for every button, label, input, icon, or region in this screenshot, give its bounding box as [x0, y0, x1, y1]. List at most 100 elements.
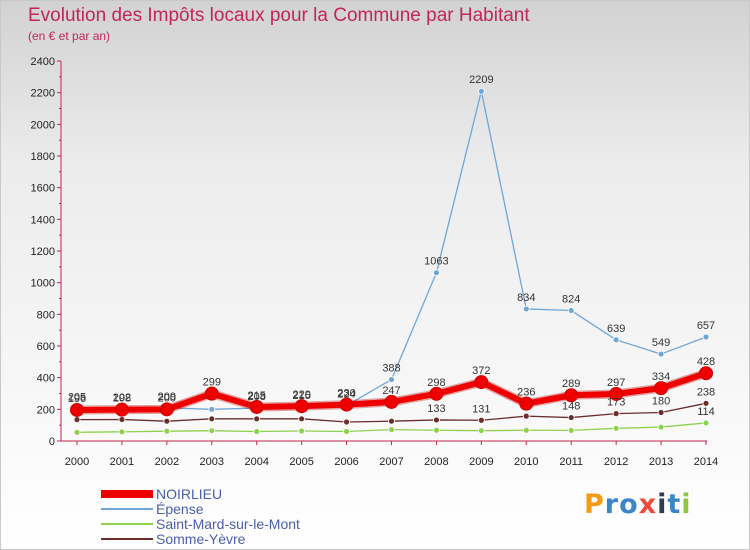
y-tick-label: 200: [37, 404, 55, 416]
data-point: [477, 87, 485, 95]
data-label: 299: [203, 377, 221, 389]
data-point: [612, 410, 620, 418]
data-point: [474, 375, 489, 390]
data-point: [384, 394, 399, 409]
x-tick-label: 2011: [559, 456, 583, 468]
x-tick-label: 2009: [469, 456, 493, 468]
data-point: [339, 397, 354, 412]
data-point: [388, 417, 395, 425]
data-label: 114: [697, 406, 715, 418]
data-point: [609, 386, 624, 401]
data-point: [522, 426, 530, 434]
data-point: [343, 418, 350, 426]
legend-swatch: [101, 523, 153, 525]
data-label: 428: [697, 356, 715, 368]
data-label: 334: [652, 371, 670, 383]
axes: 0 200 400 600 800 1000 1200 1400 1600 1800 2000 220…: [31, 56, 719, 468]
data-label: 549: [652, 337, 670, 349]
data-point: [114, 402, 129, 417]
y-tick-label: 600: [37, 341, 55, 353]
data-label: 209: [158, 391, 176, 403]
data-point: [253, 428, 261, 435]
data-point: [657, 350, 665, 358]
legend-label: Épense: [156, 501, 204, 517]
proxiti-logo: Proxiti: [584, 489, 692, 520]
data-label: 657: [697, 320, 715, 332]
data-point: [70, 402, 84, 417]
data-point: [702, 419, 710, 427]
data-label: 208: [248, 391, 266, 403]
y-tick-label: 800: [37, 309, 55, 321]
data-point: [567, 307, 575, 314]
data-point: [477, 416, 485, 424]
series-2: [73, 419, 710, 436]
y-tick-label: 1800: [31, 151, 55, 163]
data-label: 2209: [469, 74, 493, 86]
data-label: 230: [337, 388, 355, 400]
logo-letter: r: [604, 489, 620, 520]
data-label: 236: [517, 387, 535, 399]
data-point: [433, 416, 440, 424]
data-label: 215: [248, 390, 266, 402]
data-point: [208, 415, 216, 423]
data-point: [343, 428, 350, 435]
data-point: [208, 427, 216, 435]
data-point: [657, 423, 665, 431]
data-point: [429, 386, 444, 401]
data-point: [612, 424, 620, 432]
y-tick-label: 1000: [31, 278, 55, 290]
series-lines: [70, 87, 713, 436]
data-label: 298: [427, 377, 445, 389]
data-point: [388, 426, 395, 434]
data-point: [612, 336, 620, 344]
x-tick-label: 2014: [694, 456, 718, 468]
data-point: [388, 376, 395, 383]
data-point: [522, 412, 530, 420]
data-label: 215: [292, 390, 310, 402]
series-0: [70, 366, 713, 417]
data-label: 200: [158, 392, 176, 404]
y-tick-label: 400: [37, 373, 55, 385]
data-label: 1063: [424, 256, 448, 268]
logo-letter: i: [657, 489, 668, 520]
data-label: 247: [382, 385, 400, 397]
logo-letter: o: [619, 489, 639, 520]
chart-title: Evolution des Impôts locaux pour la Comm…: [28, 5, 530, 26]
data-label: 639: [607, 323, 625, 335]
logo-letter: i: [681, 489, 692, 520]
x-tick-label: 2013: [649, 456, 673, 468]
data-point: [477, 427, 485, 435]
data-label: 238: [697, 386, 715, 398]
data-label: 824: [562, 294, 580, 306]
y-tick-label: 2200: [31, 88, 55, 100]
legend-label: NOIRLIEU: [156, 486, 223, 502]
data-point: [163, 427, 171, 435]
x-tick-label: 2006: [334, 456, 358, 468]
x-tick-label: 2001: [110, 456, 134, 468]
data-label: 198: [113, 393, 131, 405]
series-3: [73, 399, 710, 426]
data-point: [294, 399, 309, 414]
x-tick-label: 2000: [65, 456, 89, 468]
data-point: [298, 415, 306, 423]
data-point: [657, 409, 665, 416]
logo-letter: x: [638, 489, 658, 520]
y-tick-label: 1400: [31, 214, 55, 226]
data-label: 202: [113, 392, 131, 404]
x-tick-label: 2004: [244, 456, 268, 468]
data-point: [567, 426, 575, 434]
y-tick-label: 1600: [31, 183, 55, 195]
data-label: 297: [607, 377, 625, 389]
legend-swatch: [101, 490, 153, 498]
data-point: [564, 388, 579, 403]
y-tick-label: 2000: [31, 119, 55, 131]
data-point: [702, 333, 710, 341]
data-point: [204, 386, 219, 401]
data-point: [249, 399, 264, 414]
legend-swatch: [101, 538, 153, 540]
data-label: 148: [562, 401, 580, 413]
data-point: [159, 402, 174, 417]
x-tick-label: 2007: [379, 456, 403, 468]
data-label: 388: [382, 363, 400, 375]
